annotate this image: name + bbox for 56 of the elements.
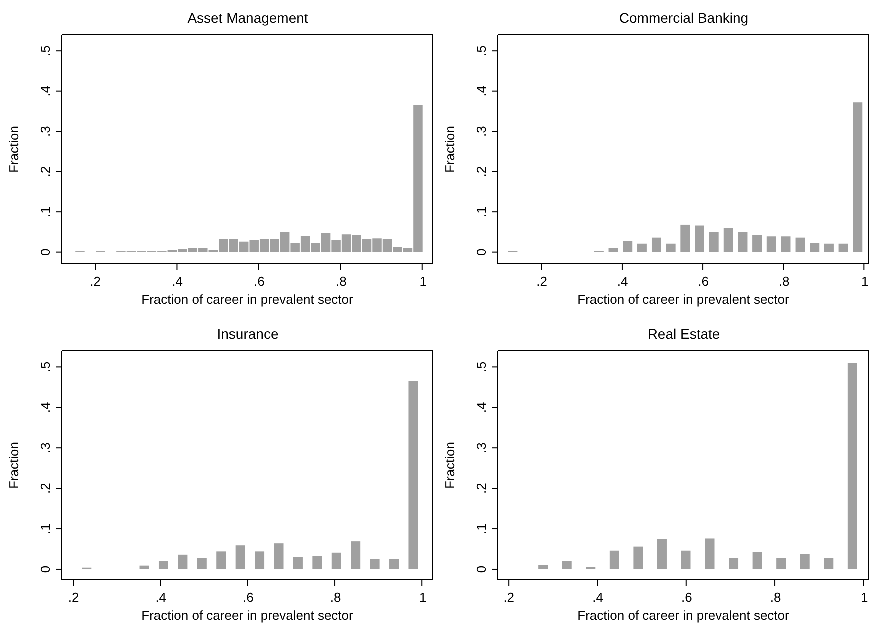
y-tick-label: .1 xyxy=(474,206,489,218)
x-tick-label: .6 xyxy=(254,274,265,289)
chart-title: Commercial Banking xyxy=(618,9,750,28)
x-tick-label: 1 xyxy=(861,590,868,605)
x-axis-title: Fraction of career in prevalent sector xyxy=(142,608,354,623)
x-tick-label: .4 xyxy=(592,590,604,605)
y-tick-label: 0 xyxy=(38,566,53,574)
x-tick-label: .8 xyxy=(336,274,347,289)
x-tick-label: .4 xyxy=(172,274,183,289)
y-tick-label: 0 xyxy=(474,566,489,574)
y-tick-label: .3 xyxy=(38,126,53,138)
x-tick-label: .4 xyxy=(156,590,167,605)
y-tick-label: .1 xyxy=(38,524,53,534)
x-tick-label: .8 xyxy=(778,274,790,289)
y-axis-title: Fraction xyxy=(442,126,458,173)
chart-title: Real Estate xyxy=(646,325,722,344)
y-tick-label: .4 xyxy=(474,86,489,97)
y-tick-label: .2 xyxy=(38,483,53,494)
y-tick-label: .5 xyxy=(474,362,489,373)
y-tick-label: .5 xyxy=(38,46,53,57)
y-tick-label: .2 xyxy=(474,166,489,178)
y-axis-title: Fraction xyxy=(6,126,22,173)
y-tick-label: .3 xyxy=(474,126,489,138)
x-tick-label: 1 xyxy=(862,274,869,289)
y-tick-label: .2 xyxy=(38,166,53,178)
x-axis-title: Fraction of career in prevalent sector xyxy=(142,292,354,307)
y-tick-label: .3 xyxy=(38,442,53,454)
y-tick-label: .1 xyxy=(474,524,489,534)
y-tick-label: 0 xyxy=(38,248,53,256)
x-tick-label: .6 xyxy=(698,274,710,289)
x-tick-label: .4 xyxy=(617,274,628,289)
y-tick-label: .4 xyxy=(474,402,489,414)
x-tick-label: .2 xyxy=(504,590,515,605)
y-tick-label: .4 xyxy=(38,86,53,97)
x-tick-label: .6 xyxy=(243,590,254,605)
x-tick-label: .2 xyxy=(90,274,102,289)
x-tick-label: .8 xyxy=(330,590,342,605)
x-tick-label: .2 xyxy=(536,274,548,289)
x-tick-label: 1 xyxy=(420,274,427,289)
y-tick-label: 0 xyxy=(474,248,489,256)
y-axis-title: Fraction xyxy=(6,442,22,489)
x-tick-label: .6 xyxy=(681,590,692,605)
y-tick-label: .5 xyxy=(474,46,489,57)
chart-title: Insurance xyxy=(216,325,280,344)
y-axis-title: Fraction xyxy=(442,442,458,489)
y-tick-label: .3 xyxy=(474,442,489,454)
x-tick-label: .2 xyxy=(68,590,80,605)
x-axis-title: Fraction of career in prevalent sector xyxy=(578,608,790,623)
y-tick-label: .4 xyxy=(38,402,53,414)
x-tick-label: .8 xyxy=(770,590,782,605)
y-tick-label: .5 xyxy=(38,362,53,373)
y-tick-label: .2 xyxy=(474,483,489,494)
x-axis-title: Fraction of career in prevalent sector xyxy=(578,292,790,307)
x-tick-label: 1 xyxy=(419,590,427,605)
y-tick-label: .1 xyxy=(38,206,53,218)
chart-title: Asset Management xyxy=(186,9,310,28)
